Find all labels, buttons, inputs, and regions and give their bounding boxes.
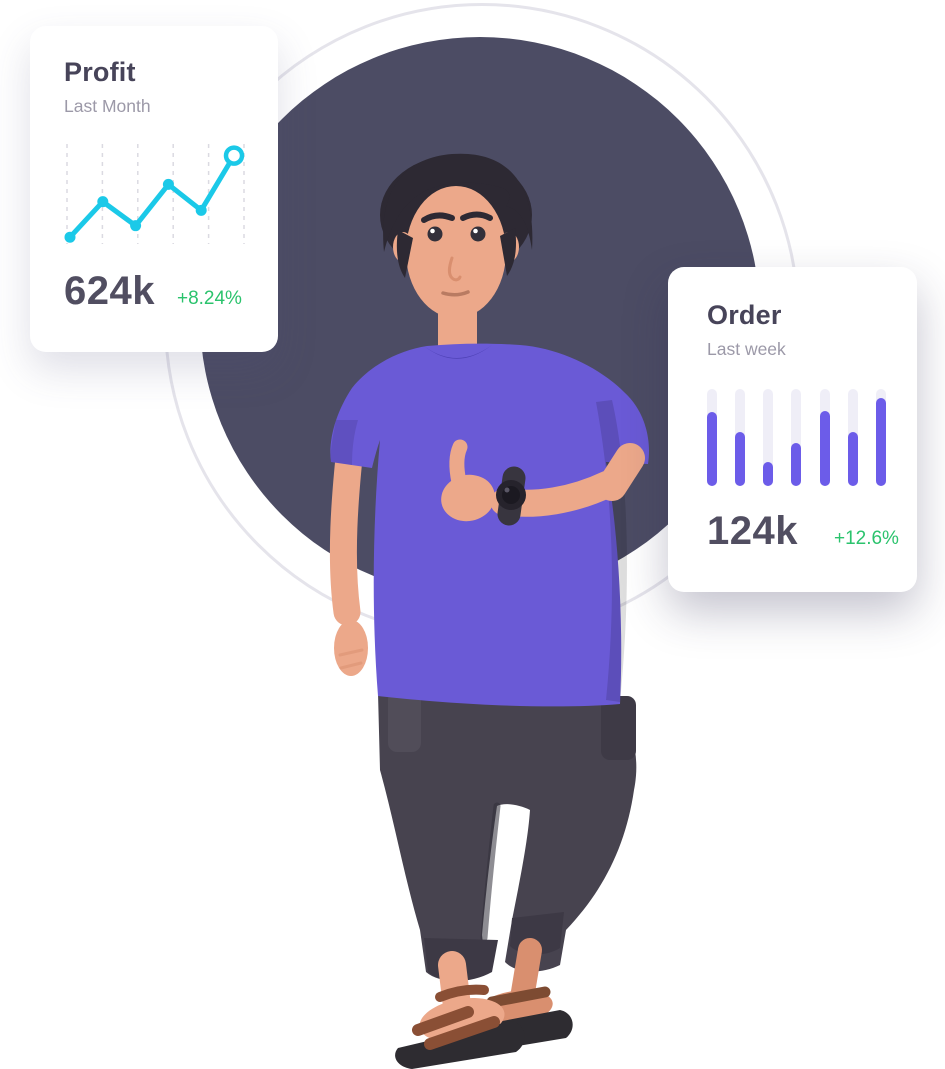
bar-track	[763, 388, 774, 486]
bar-track	[819, 388, 830, 486]
bar-track	[707, 388, 717, 486]
bar-track	[847, 388, 858, 486]
order-value: 124k	[707, 508, 798, 553]
bar-fill	[707, 411, 717, 486]
profit-value: 624k	[64, 268, 155, 313]
profit-card-title: Profit	[64, 57, 136, 87]
bar-fill	[819, 411, 830, 486]
profit-card-subtitle: Last Month	[64, 95, 151, 116]
order-bar-chart	[707, 388, 886, 486]
point-marker	[97, 195, 109, 207]
order-card: Order Last week 124k +12.6%	[668, 267, 917, 592]
bar-fill	[763, 462, 774, 486]
profit-card-stats: 624k +8.24%	[64, 269, 278, 314]
character-right-arm	[441, 439, 645, 526]
profit-card: Profit Last Month 624k +8.24%	[30, 26, 278, 352]
bar-fill	[735, 432, 746, 486]
last-point-ring-marker	[223, 145, 245, 166]
character-shirt	[330, 343, 649, 707]
order-card-subtitle: Last week	[707, 338, 786, 359]
character-head	[380, 153, 533, 358]
point-marker	[64, 231, 76, 243]
order-change: +12.6%	[833, 527, 899, 549]
character-left-arm	[329, 416, 368, 676]
profit-line	[67, 152, 237, 240]
profit-change: +8.24%	[176, 287, 242, 309]
order-card-title: Order	[707, 300, 782, 330]
bar-track	[875, 388, 886, 486]
thumbs-up-icon	[449, 439, 468, 490]
character-sandals	[395, 938, 573, 1069]
order-card-stats: 124k +12.6%	[707, 509, 917, 554]
profit-line-chart	[64, 143, 245, 244]
point-marker	[130, 219, 142, 231]
bar-track	[791, 388, 802, 486]
bar-fill	[875, 398, 886, 486]
bar-fill	[791, 443, 802, 486]
bar-fill	[847, 432, 858, 486]
point-marker	[195, 204, 207, 216]
point-marker	[162, 178, 174, 190]
bar-track	[735, 388, 746, 486]
character-pants	[378, 690, 637, 981]
